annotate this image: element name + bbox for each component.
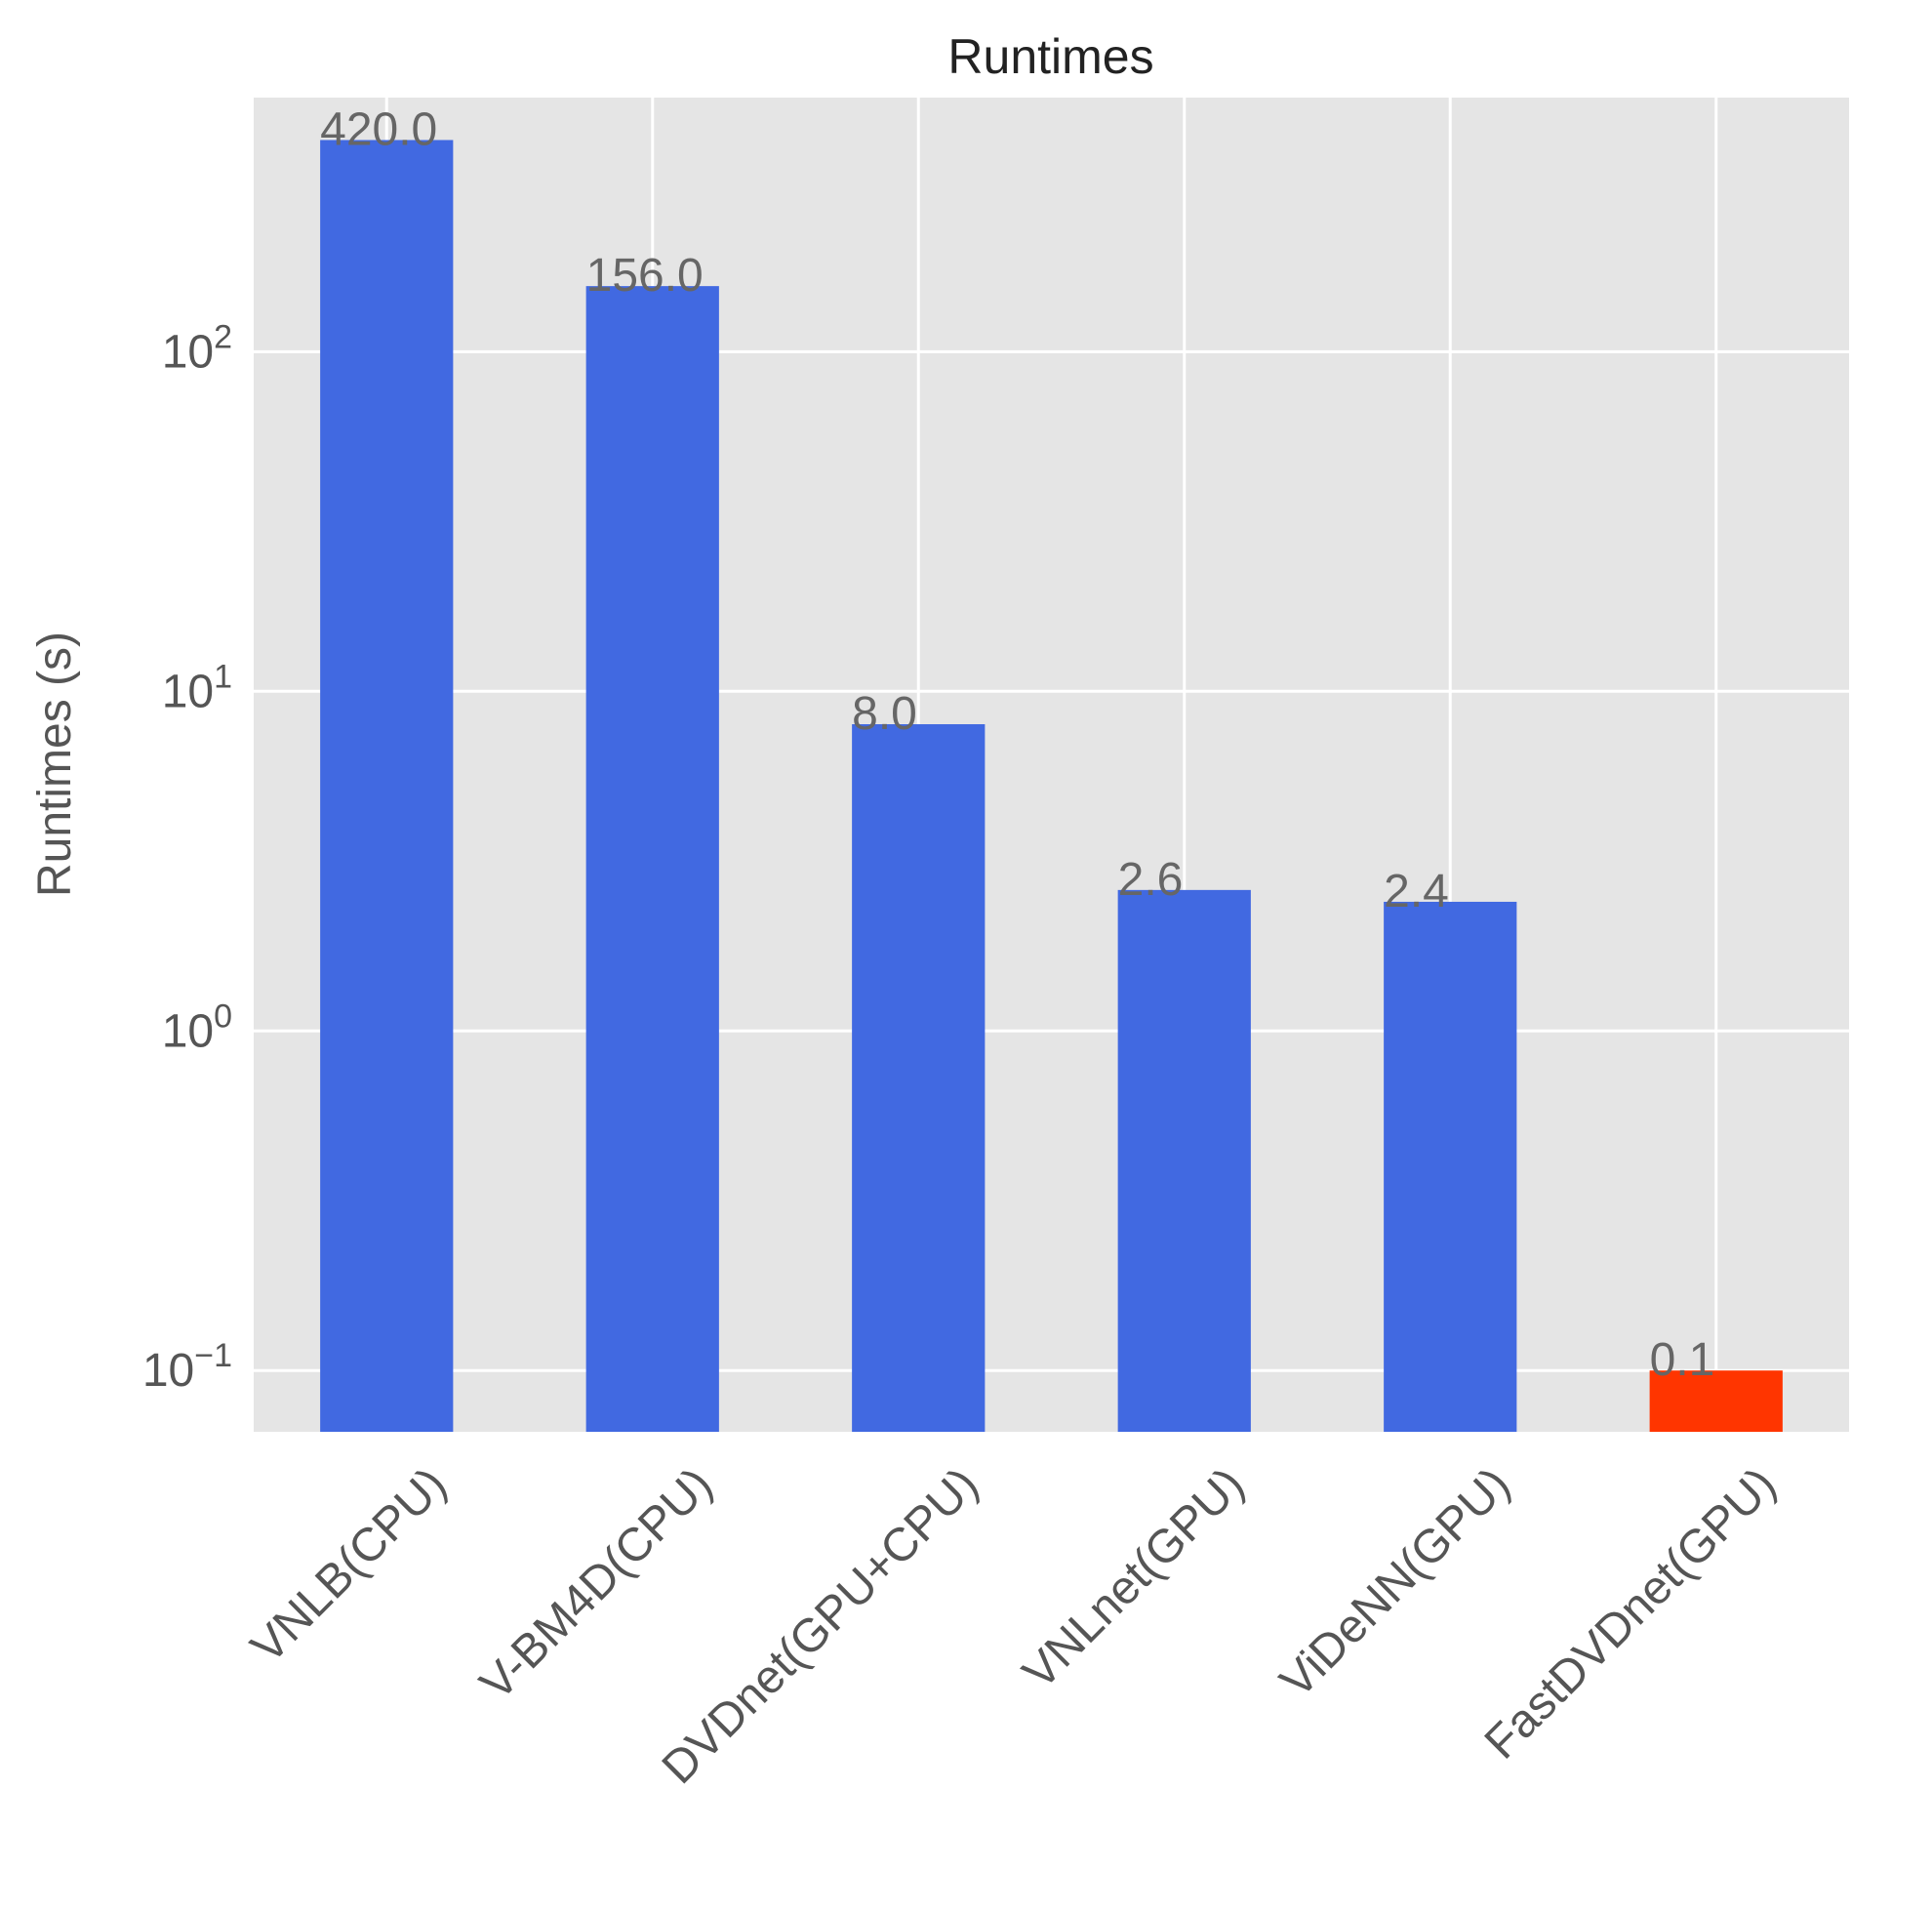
value-labels: 420.0 156.0 8.0 2.6 2.4 0.1 <box>320 103 1714 1386</box>
x-tick-label: VNLnet(GPU) <box>1013 1458 1254 1699</box>
x-tick-label: VNLB(CPU) <box>241 1458 456 1673</box>
bar <box>852 724 986 1432</box>
x-tick-labels: VNLB(CPU) V-BM4D(CPU)DVDnet(GPU+CPU) VNLne… <box>241 1458 1786 1794</box>
y-tick-labels: 102 101 100 10−1 <box>142 318 232 1397</box>
y-axis-label: Runtimes (s) <box>29 631 81 897</box>
bar-value-label: 2.4 <box>1384 866 1449 917</box>
y-tick-label: 102 <box>162 318 232 378</box>
bars <box>320 140 1783 1432</box>
bar-value-label: 8.0 <box>852 688 917 740</box>
bar-value-label: 420.0 <box>320 103 437 155</box>
bar-value-label: 2.6 <box>1118 854 1184 906</box>
y-tick-label: 10−1 <box>142 1337 232 1397</box>
bar <box>1117 889 1251 1432</box>
bar <box>320 140 454 1432</box>
bar <box>1384 901 1517 1432</box>
bar-value-label: 156.0 <box>586 250 704 302</box>
bar-value-label: 0.1 <box>1650 1334 1715 1386</box>
x-tick-label: ViDeNN(GPU) <box>1270 1458 1520 1708</box>
x-tick-label: V-BM4D(CPU) <box>470 1458 722 1710</box>
y-tick-label: 101 <box>162 658 232 717</box>
bar <box>1649 1370 1783 1432</box>
chart-title: Runtimes <box>947 29 1153 84</box>
plot-background <box>254 98 1849 1432</box>
y-tick-label: 100 <box>162 997 232 1057</box>
bar <box>585 286 719 1432</box>
x-tick-label: FastDVDnet(GPU) <box>1475 1458 1786 1769</box>
